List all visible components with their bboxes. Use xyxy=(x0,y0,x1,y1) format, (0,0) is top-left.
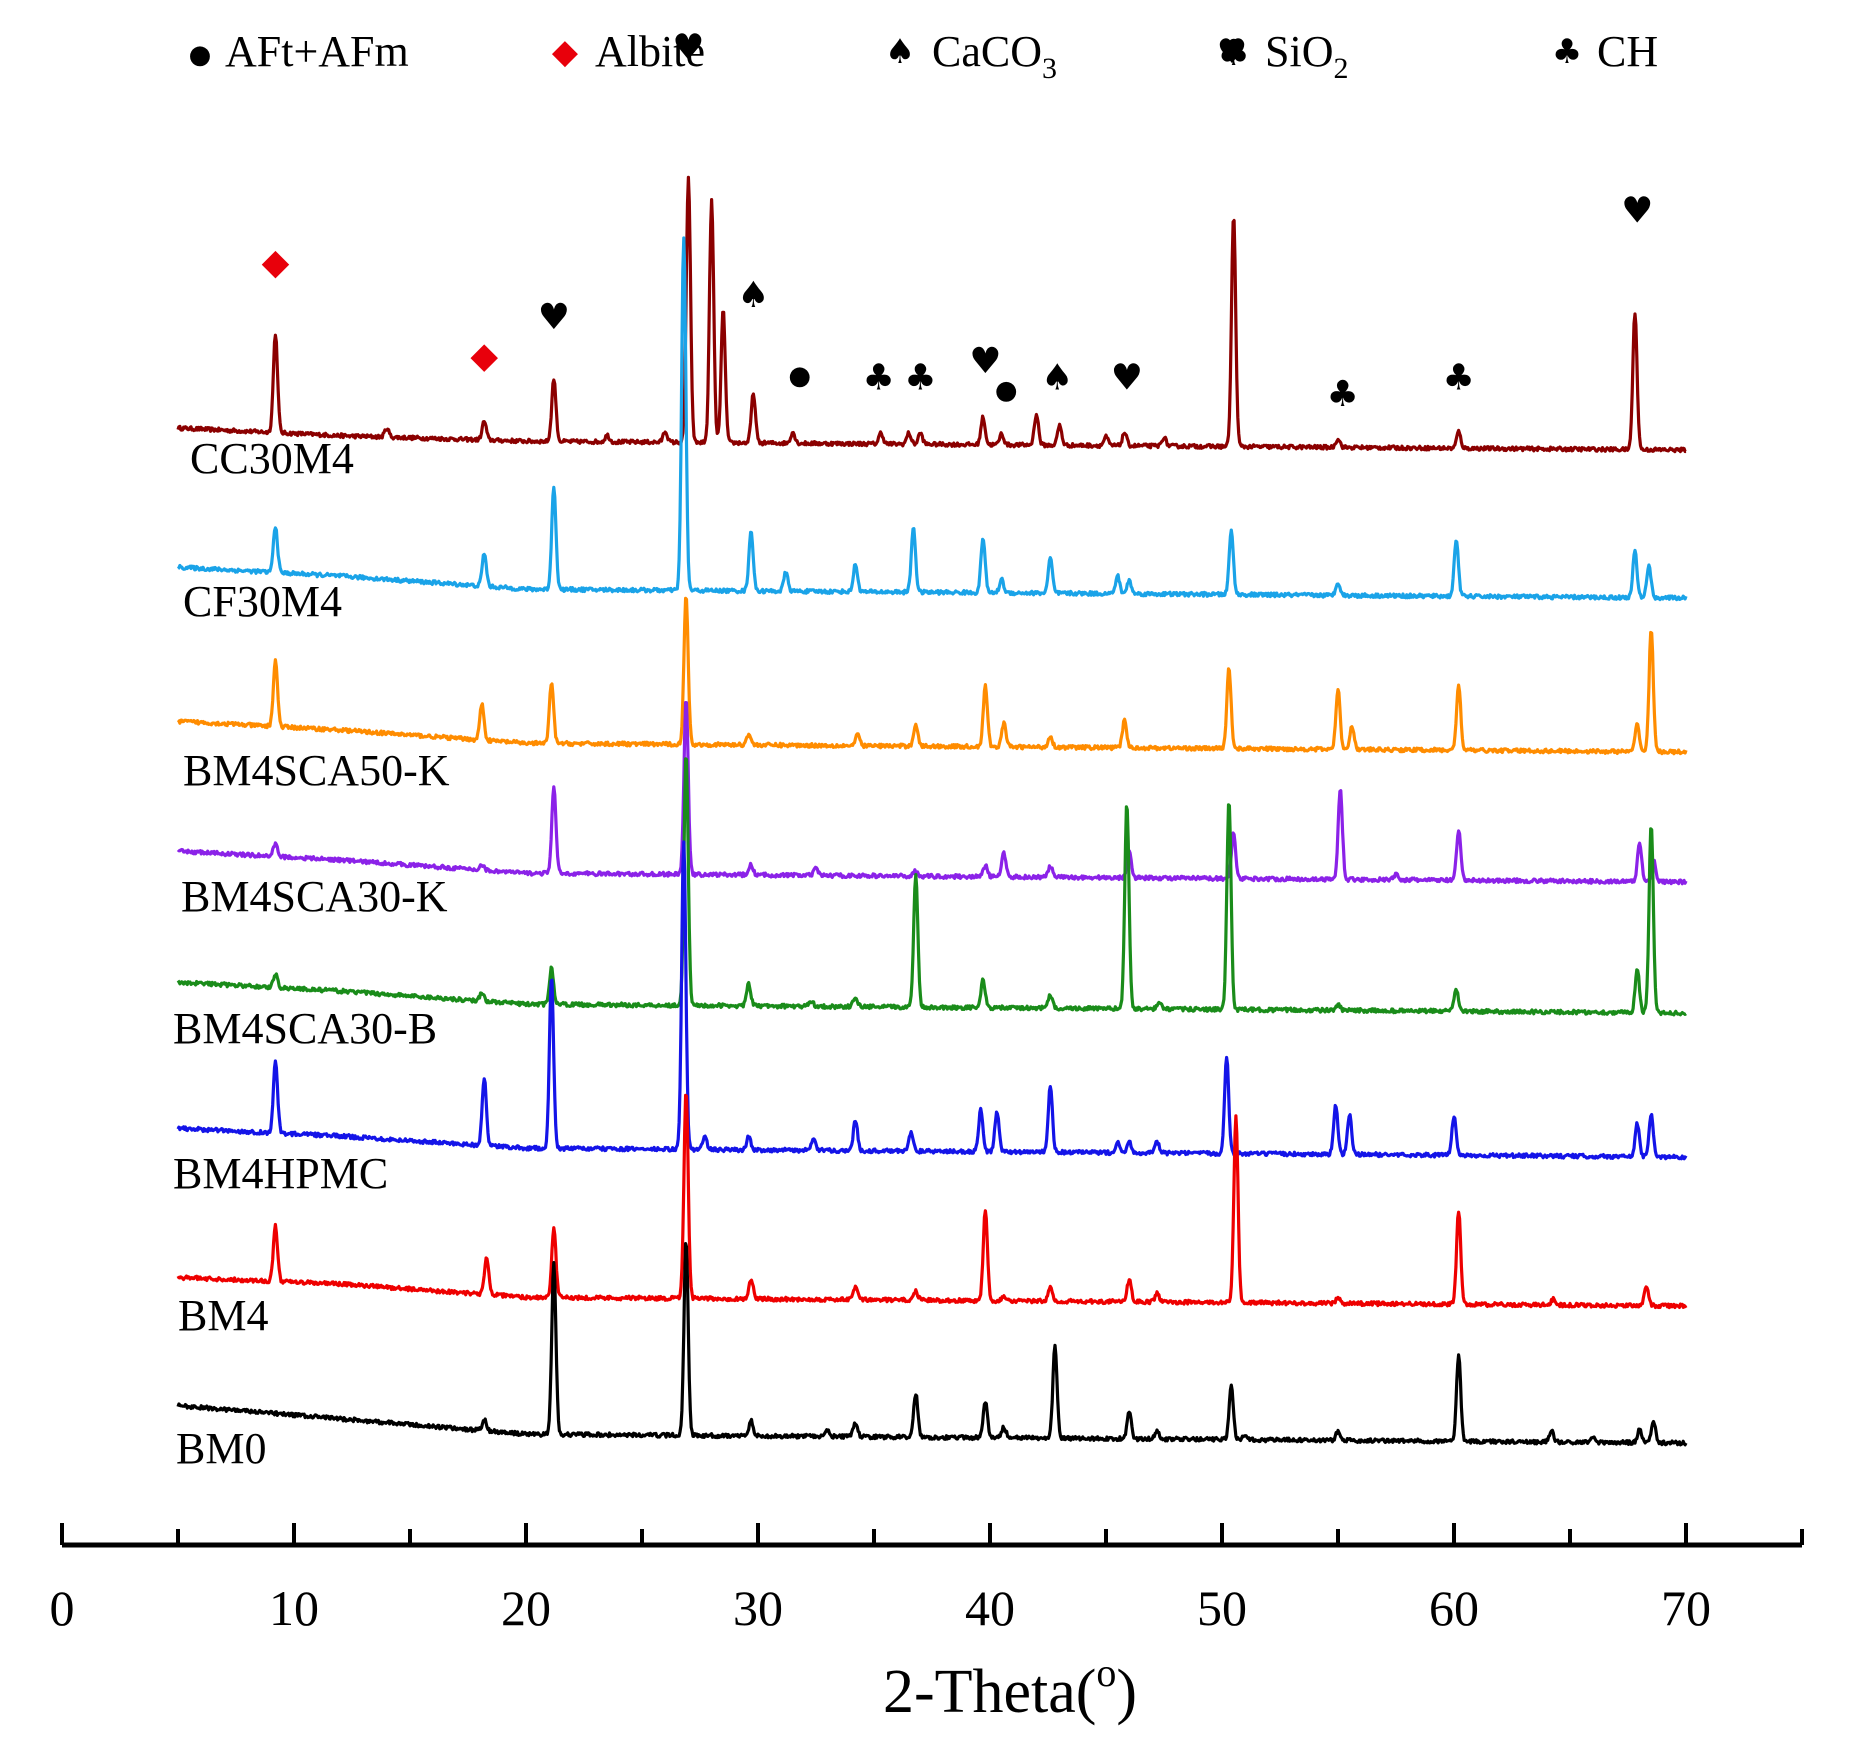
series-line-BM4SCA30-K xyxy=(176,701,1688,886)
x-tick-label-10: 10 xyxy=(269,1580,319,1636)
series-group xyxy=(176,175,1688,1447)
series-label-CF30M4: CF30M4 xyxy=(183,577,342,626)
series-label-BM4: BM4 xyxy=(178,1291,268,1340)
series-labels: CC30M4 CF30M4 BM4SCA50-K BM4SCA30-K BM4SCA30… xyxy=(173,434,450,1473)
annotation-heart-icon: ♥ xyxy=(969,341,1001,382)
series-line-BM4SCA30-B xyxy=(176,757,1687,1017)
legend: ● AFt+AFm ◆ Albite ♠ CaCO3 ♥ SiO2 ♣ CH xyxy=(189,27,1658,85)
legend-heart-icon: ♥ xyxy=(1217,32,1247,72)
series-label-BM4SCA50-K: BM4SCA50-K xyxy=(183,746,450,795)
annotation-heart-icon: ♥ xyxy=(538,297,570,338)
x-axis-label-sup: o xyxy=(1096,1650,1116,1695)
annotation-circle-icon: ● xyxy=(788,361,811,391)
series-line-CC30M4 xyxy=(176,175,1687,454)
x-tick-label-20: 20 xyxy=(501,1580,551,1636)
legend-label-2: CaCO3 xyxy=(932,27,1057,85)
x-tick-label-0: 0 xyxy=(50,1580,75,1636)
x-axis-label: 2-Theta(o) xyxy=(883,1650,1137,1726)
series-label-CC30M4: CC30M4 xyxy=(190,434,354,483)
annotation-spade-icon: ♠ xyxy=(737,275,769,316)
annotation-club-icon: ♣ xyxy=(1326,374,1358,415)
x-tick-label-60: 60 xyxy=(1429,1580,1479,1636)
series-line-BM4HPMC xyxy=(176,840,1688,1161)
legend-diamond-icon: ◆ xyxy=(552,32,579,72)
peak-annotations: ◆◆♥♥♠● ♣ ♣ ♥● ♠ ♥♣♣ ♣♥ xyxy=(262,28,1654,416)
annotation-club-icon: ♣ xyxy=(1217,33,1249,74)
legend-club-icon: ♣ xyxy=(1552,32,1582,72)
series-label-BM4SCA30-K: BM4SCA30-K xyxy=(181,872,448,921)
annotation-heart-icon: ♥ xyxy=(1621,190,1653,231)
x-tick-label-30: 30 xyxy=(733,1580,783,1636)
legend-spade-icon: ♠ xyxy=(885,32,915,72)
x-tick-label-50: 50 xyxy=(1197,1580,1247,1636)
series-line-BM4SCA50-K xyxy=(176,596,1688,756)
annotation-diamond-icon: ◆ xyxy=(470,336,498,377)
legend-circle-icon: ● xyxy=(189,40,212,70)
legend-label-1: Albite xyxy=(595,27,705,76)
x-axis-label-text: 2-Theta( xyxy=(883,1658,1096,1726)
annotation-club-icon: ♣ xyxy=(904,358,936,399)
legend-label-4: CH xyxy=(1597,27,1658,76)
series-label-BM0: BM0 xyxy=(176,1424,266,1473)
annotation-club-icon: ♣ xyxy=(862,358,894,399)
series-line-BM0 xyxy=(176,1242,1688,1447)
annotation-heart-icon: ♥ xyxy=(1111,358,1143,399)
series-line-BM4 xyxy=(176,1093,1688,1310)
annotation-spade-icon: ♠ xyxy=(1041,358,1073,399)
annotation-club-icon: ♣ xyxy=(1442,358,1474,399)
annotation-circle-icon: ● xyxy=(995,375,1018,405)
legend-label-0: AFt+AFm xyxy=(225,27,409,76)
x-tick-label-40: 40 xyxy=(965,1580,1015,1636)
legend-label-3: SiO2 xyxy=(1265,27,1348,85)
series-line-CF30M4 xyxy=(176,236,1688,602)
x-axis-label-close: ) xyxy=(1116,1658,1137,1726)
series-label-BM4HPMC: BM4HPMC xyxy=(173,1149,388,1198)
annotation-heart-icon: ♥ xyxy=(672,28,704,69)
annotation-diamond-icon: ◆ xyxy=(262,242,290,283)
x-axis: 0 10 20 30 40 50 60 70 xyxy=(50,1523,1804,1636)
x-tick-label-70: 70 xyxy=(1661,1580,1711,1636)
series-label-BM4SCA30-B: BM4SCA30-B xyxy=(173,1004,437,1053)
